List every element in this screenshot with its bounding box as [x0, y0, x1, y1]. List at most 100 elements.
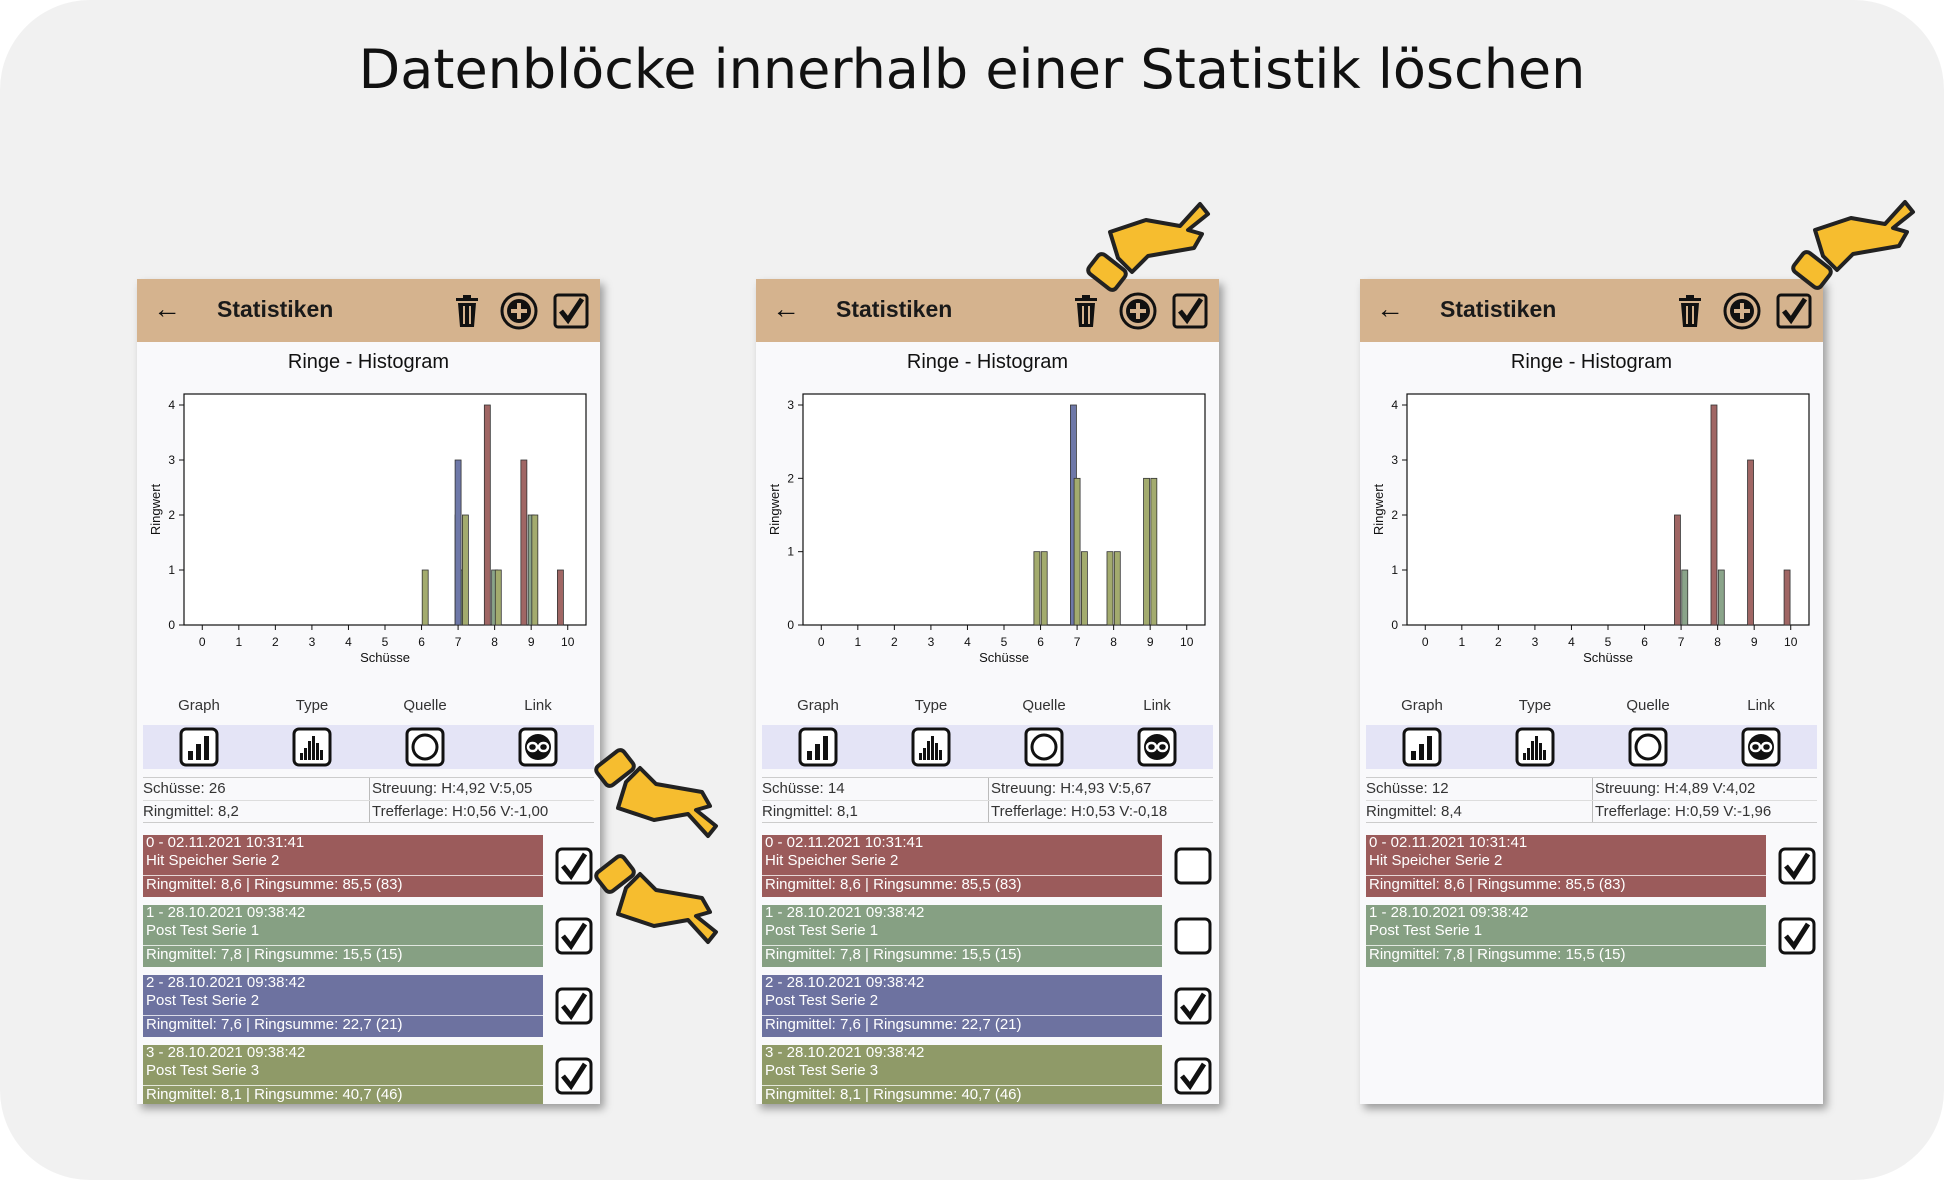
x-tick-label: 0 — [199, 635, 206, 649]
tab-label-graph: Graph — [1401, 697, 1443, 714]
view-options-bar — [143, 725, 594, 769]
histogram-bar — [1113, 551, 1121, 626]
checkbox-checked-icon[interactable] — [1777, 916, 1817, 956]
histogram-bar — [483, 404, 491, 626]
histogram-bar — [1106, 551, 1114, 626]
data-block-item[interactable]: 2 - 28.10.2021 09:38:42 Post Test Serie 2… — [143, 974, 543, 1037]
histogram-chart: 0 1 2 3 4 5 6 7 8 9 10 0 1 2 3 4 Schüsse Ringwert — [1371, 393, 1810, 665]
tab-label-source: Quelle — [1626, 697, 1670, 714]
x-tick-label: 4 — [1568, 635, 1575, 649]
checkbox-checked-icon[interactable] — [1777, 846, 1817, 886]
y-axis-label: Ringwert — [1371, 483, 1386, 535]
histogram-bar — [1674, 514, 1681, 626]
item-date: 0 - 02.11.2021 10:31:41 — [765, 835, 924, 851]
histogram-bar — [1040, 551, 1048, 626]
view-options-bar — [762, 725, 1213, 769]
data-block-item[interactable]: 2 - 28.10.2021 09:38:42 Post Test Serie 2… — [762, 974, 1162, 1037]
trash-icon[interactable] — [1670, 291, 1710, 331]
bar-chart-icon[interactable] — [179, 727, 219, 767]
x-tick-label: 4 — [345, 635, 352, 649]
y-tick-label: 2 — [787, 471, 794, 485]
plus-circle-icon[interactable] — [1118, 291, 1158, 331]
checkbox-checked-icon[interactable] — [554, 986, 594, 1026]
histogram-bar — [520, 459, 528, 626]
histogram-bar — [421, 569, 429, 626]
y-tick-label: 3 — [787, 398, 794, 412]
plus-circle-icon[interactable] — [1722, 291, 1762, 331]
data-block-item[interactable]: 1 - 28.10.2021 09:38:42 Post Test Serie 1… — [1366, 904, 1766, 967]
plot-area — [183, 393, 587, 626]
plus-circle-icon[interactable] — [499, 291, 539, 331]
link-icon[interactable] — [518, 727, 558, 767]
checkbox-empty-icon[interactable] — [1173, 916, 1213, 956]
circle-icon[interactable] — [405, 727, 445, 767]
tab-label-source: Quelle — [403, 697, 447, 714]
histogram-bar — [1080, 551, 1088, 626]
data-block-item[interactable]: 3 - 28.10.2021 09:38:42 Post Test Serie 3… — [143, 1044, 543, 1104]
x-axis-label: Schüsse — [360, 650, 410, 665]
histogram-icon[interactable] — [1515, 727, 1555, 767]
stats-table: Schüsse: 26 Streuung: H:4,92 V:5,05 Ring… — [143, 777, 594, 823]
histogram-bar — [557, 569, 564, 626]
item-name: Post Test Serie 3 — [146, 1062, 260, 1079]
stats-table: Schüsse: 14 Streuung: H:4,93 V:5,67 Ring… — [762, 777, 1213, 823]
back-arrow-icon[interactable]: ← — [1376, 293, 1404, 324]
data-block-item[interactable]: 0 - 02.11.2021 10:31:41 Hit Speicher Seri… — [1366, 835, 1766, 897]
statistics-screen-3: ← Statistiken Ringe - Histogram 0 1 2 3 4 5 6 7… — [1360, 279, 1823, 1104]
checkbox-empty-icon[interactable] — [1173, 846, 1213, 886]
histogram-chart: 0 1 2 3 4 5 6 7 8 9 10 0 1 2 3 Schüsse Ringwert — [767, 393, 1206, 665]
histogram-bar — [1717, 569, 1725, 626]
y-tick-label: 1 — [787, 545, 794, 559]
item-name: Hit Speicher Serie 2 — [146, 852, 280, 869]
item-summary: Ringmittel: 7,8 | Ringsumme: 15,5 (15) — [1369, 946, 1626, 963]
back-arrow-icon[interactable]: ← — [153, 293, 181, 324]
y-tick-label: 4 — [168, 398, 175, 412]
circle-icon[interactable] — [1024, 727, 1064, 767]
item-name: Post Test Serie 2 — [146, 992, 260, 1009]
data-block-item[interactable]: 1 - 28.10.2021 09:38:42 Post Test Serie 1… — [143, 904, 543, 967]
select-all-checkbox-icon[interactable] — [1170, 291, 1210, 331]
shot-count: Schüsse: 12 — [1366, 780, 1449, 797]
tab-label-type: Type — [1518, 697, 1552, 714]
link-icon[interactable] — [1137, 727, 1177, 767]
item-name: Post Test Serie 2 — [765, 992, 879, 1009]
slide-title: Datenblöcke innerhalb einer Statistik lö… — [358, 38, 1586, 101]
item-date: 1 - 28.10.2021 09:38:42 — [1369, 904, 1529, 921]
histogram-bar — [454, 459, 462, 626]
x-tick-label: 1 — [854, 635, 861, 649]
pointing-hand-icon — [1086, 202, 1210, 292]
x-tick-label: 6 — [418, 635, 425, 649]
checkbox-checked-icon[interactable] — [1173, 986, 1213, 1026]
y-tick-label: 2 — [1391, 508, 1398, 522]
data-block-item[interactable]: 1 - 28.10.2021 09:38:42 Post Test Serie 1… — [762, 904, 1162, 967]
x-tick-label: 0 — [818, 635, 825, 649]
x-tick-label: 7 — [1074, 635, 1081, 649]
y-tick-label: 1 — [168, 563, 175, 577]
data-block-list: 0 - 02.11.2021 10:31:41 Hit Speicher Seri… — [137, 835, 600, 1104]
histogram-icon[interactable] — [292, 727, 332, 767]
trash-icon[interactable] — [1066, 291, 1106, 331]
histogram-icon[interactable] — [911, 727, 951, 767]
checkbox-checked-icon[interactable] — [554, 846, 594, 886]
data-block-item[interactable]: 0 - 02.11.2021 10:31:41 Hit Speicher Seri… — [762, 835, 1162, 897]
histogram-bar — [1783, 569, 1791, 626]
checkbox-checked-icon[interactable] — [554, 916, 594, 956]
circle-icon[interactable] — [1628, 727, 1668, 767]
bar-chart-icon[interactable] — [1402, 727, 1442, 767]
item-summary: Ringmittel: 8,6 | Ringsumme: 85,5 (83) — [146, 876, 403, 893]
select-all-checkbox-icon[interactable] — [551, 291, 591, 331]
statistics-screen-2: ← Statistiken Ringe - Histogram 0 1 2 3 4 5 6 7… — [756, 279, 1219, 1104]
back-arrow-icon[interactable]: ← — [772, 293, 800, 324]
select-all-checkbox-icon[interactable] — [1774, 291, 1814, 331]
checkbox-checked-icon[interactable] — [554, 1056, 594, 1096]
view-options-bar — [1366, 725, 1817, 769]
data-block-item[interactable]: 3 - 28.10.2021 09:38:42 Post Test Serie 3… — [762, 1044, 1162, 1104]
toolbar-title: Statistiken — [1440, 296, 1557, 322]
x-tick-label: 6 — [1037, 635, 1044, 649]
data-block-item[interactable]: 0 - 02.11.2021 10:31:41 Hit Speicher Seri… — [143, 835, 543, 897]
bar-chart-icon[interactable] — [798, 727, 838, 767]
link-icon[interactable] — [1741, 727, 1781, 767]
trash-icon[interactable] — [447, 291, 487, 331]
checkbox-checked-icon[interactable] — [1173, 1056, 1213, 1096]
